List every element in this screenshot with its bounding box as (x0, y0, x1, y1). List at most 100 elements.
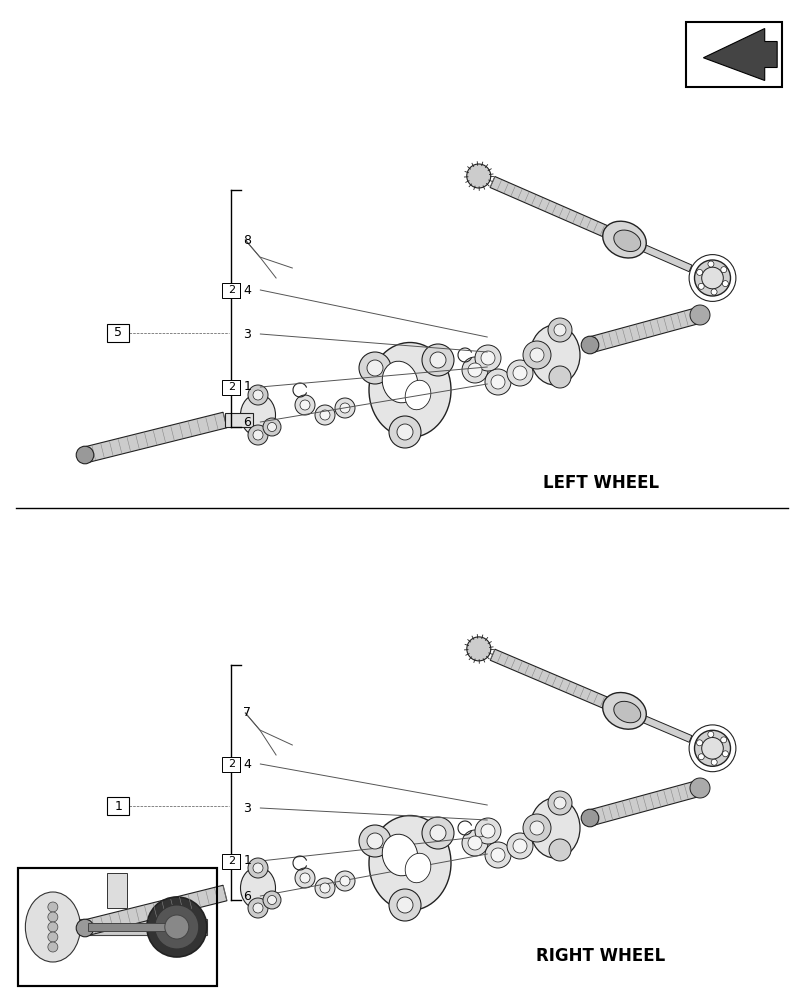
Circle shape (474, 345, 500, 371)
Bar (222, 379, 240, 394)
Circle shape (340, 403, 350, 413)
Circle shape (693, 730, 730, 766)
Text: 3: 3 (243, 328, 251, 340)
Circle shape (299, 400, 310, 410)
Circle shape (253, 903, 263, 913)
Circle shape (247, 858, 268, 878)
Circle shape (467, 363, 482, 377)
Text: 5: 5 (114, 326, 122, 340)
Polygon shape (490, 649, 618, 713)
Circle shape (155, 905, 199, 949)
Circle shape (530, 348, 543, 362)
Polygon shape (633, 712, 691, 742)
Circle shape (467, 836, 482, 850)
Text: 2: 2 (228, 856, 234, 866)
Text: 1: 1 (114, 800, 122, 812)
Text: 6: 6 (243, 416, 251, 428)
Circle shape (693, 260, 730, 296)
Circle shape (294, 395, 315, 415)
Circle shape (480, 351, 495, 365)
Circle shape (320, 410, 329, 420)
Circle shape (253, 430, 263, 440)
Polygon shape (702, 28, 776, 81)
Circle shape (48, 922, 58, 932)
Circle shape (513, 366, 526, 380)
Text: RIGHT WHEEL: RIGHT WHEEL (535, 947, 665, 965)
Circle shape (335, 398, 354, 418)
Circle shape (689, 305, 709, 325)
Circle shape (76, 919, 94, 937)
Ellipse shape (530, 325, 579, 385)
Circle shape (76, 446, 94, 464)
Bar (222, 282, 240, 298)
Text: LEFT WHEEL: LEFT WHEEL (542, 474, 659, 492)
Ellipse shape (25, 892, 80, 962)
Ellipse shape (368, 342, 450, 438)
Bar (225, 413, 253, 427)
Ellipse shape (530, 798, 579, 858)
Circle shape (253, 863, 263, 873)
Circle shape (720, 267, 726, 273)
Ellipse shape (382, 361, 417, 403)
Polygon shape (490, 176, 618, 241)
Circle shape (340, 876, 350, 886)
Circle shape (710, 759, 716, 765)
Circle shape (263, 891, 281, 909)
Bar (18, 868, 217, 986)
Circle shape (547, 791, 571, 815)
Circle shape (397, 897, 413, 913)
Polygon shape (633, 241, 691, 272)
Bar (107, 797, 129, 815)
Circle shape (461, 357, 487, 383)
Circle shape (707, 261, 713, 267)
Bar (28, 919, 207, 935)
Circle shape (358, 825, 391, 857)
Text: 2: 2 (228, 759, 234, 769)
Circle shape (388, 889, 420, 921)
Circle shape (696, 740, 702, 746)
Polygon shape (587, 780, 702, 826)
Text: 3: 3 (243, 802, 251, 814)
Circle shape (367, 833, 383, 849)
Circle shape (247, 898, 268, 918)
Circle shape (247, 425, 268, 445)
Circle shape (548, 839, 570, 861)
Ellipse shape (240, 394, 275, 436)
Text: 4: 4 (243, 284, 251, 296)
Circle shape (294, 868, 315, 888)
Circle shape (548, 366, 570, 388)
Circle shape (474, 818, 500, 844)
Circle shape (506, 360, 532, 386)
Bar (222, 756, 240, 772)
Bar (685, 22, 781, 87)
Circle shape (247, 385, 268, 405)
Bar (222, 854, 240, 868)
Circle shape (48, 902, 58, 912)
Circle shape (430, 352, 445, 368)
Circle shape (165, 915, 189, 939)
Ellipse shape (382, 834, 417, 876)
Ellipse shape (405, 853, 431, 883)
Text: 6: 6 (243, 890, 251, 902)
Polygon shape (83, 885, 226, 936)
Circle shape (697, 283, 703, 289)
Circle shape (722, 281, 727, 287)
Ellipse shape (368, 816, 450, 910)
Circle shape (320, 883, 329, 893)
Circle shape (697, 754, 703, 760)
Ellipse shape (613, 701, 640, 723)
Circle shape (701, 737, 723, 759)
Circle shape (422, 817, 453, 849)
Polygon shape (587, 307, 702, 353)
Circle shape (581, 809, 598, 827)
Circle shape (696, 269, 702, 275)
Circle shape (267, 896, 277, 904)
Circle shape (253, 390, 263, 400)
Bar (18, 868, 217, 986)
Text: 1: 1 (243, 380, 251, 393)
Circle shape (263, 418, 281, 436)
Ellipse shape (240, 867, 275, 909)
Circle shape (722, 751, 727, 757)
Circle shape (315, 405, 335, 425)
Circle shape (147, 897, 207, 957)
